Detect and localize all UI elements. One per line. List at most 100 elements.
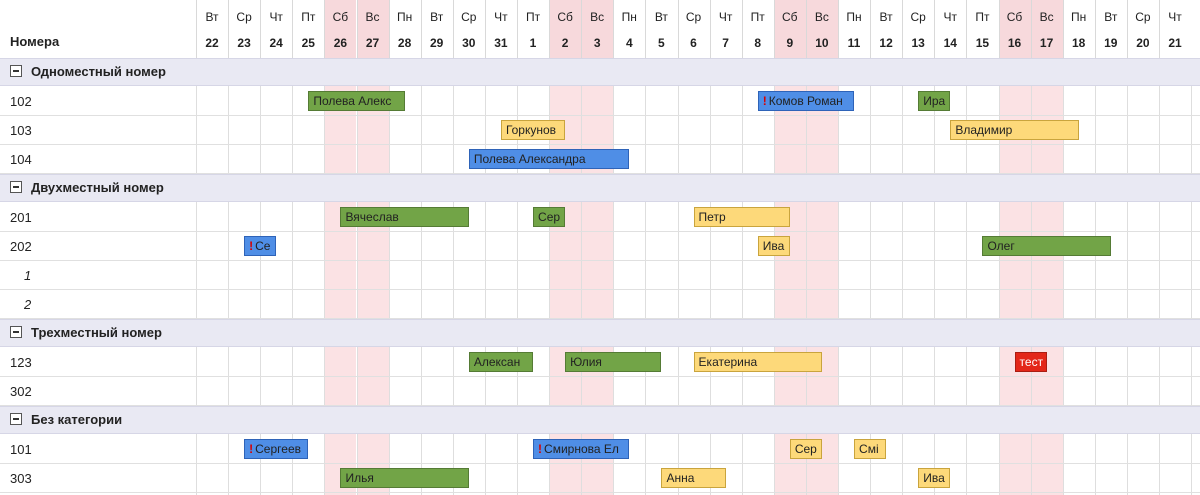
- day-column-header: [677, 0, 710, 58]
- column-divider: [292, 58, 294, 495]
- booking-bar[interactable]: Илья: [340, 468, 469, 488]
- room-category-header[interactable]: Двухместный номер: [0, 174, 1200, 202]
- column-divider: [388, 58, 390, 495]
- room-row[interactable]: 201: [0, 203, 1200, 232]
- day-number-label: 29: [430, 36, 444, 50]
- booking-bar[interactable]: Полева Александра: [468, 149, 630, 169]
- day-column-header: [452, 0, 485, 58]
- day-column-header: [292, 0, 324, 58]
- weekday-label: Вс: [590, 10, 605, 24]
- booking-guest-name: Сергеев: [255, 442, 301, 456]
- booking-bar[interactable]: Сер: [789, 439, 822, 459]
- day-column-header: [581, 0, 614, 58]
- column-divider: [260, 58, 262, 495]
- booking-bar[interactable]: Екатерина: [693, 352, 822, 372]
- booking-bar[interactable]: ! Се: [244, 236, 277, 256]
- room-number-label: 202: [10, 239, 32, 254]
- room-number-label: 104: [10, 152, 32, 167]
- day-column-header: [517, 0, 549, 58]
- day-column-header: [324, 0, 357, 58]
- day-column-header: [196, 0, 228, 58]
- room-row[interactable]: 104: [0, 145, 1200, 174]
- column-divider: [196, 58, 197, 495]
- column-divider: [484, 58, 486, 495]
- category-label: Без категории: [31, 412, 123, 427]
- column-divider: [613, 58, 615, 495]
- collapse-toggle-icon[interactable]: [10, 413, 22, 425]
- weekday-label: Пн: [621, 10, 637, 24]
- booking-bar[interactable]: Алексан: [468, 352, 534, 372]
- room-row[interactable]: 1: [0, 261, 1200, 290]
- booking-bar[interactable]: Юлия: [565, 352, 662, 372]
- day-column-header: [228, 0, 260, 58]
- room-category-header[interactable]: Без категории: [0, 406, 1200, 434]
- collapse-toggle-icon[interactable]: [10, 65, 22, 77]
- booking-guest-name: Олег: [987, 239, 1015, 253]
- day-number-label: 21: [1168, 36, 1182, 50]
- room-category-header[interactable]: Одноместный номер: [0, 58, 1200, 86]
- booking-bar[interactable]: ! Смирнова Ел: [533, 439, 630, 459]
- room-category-header[interactable]: Трехместный номер: [0, 319, 1200, 347]
- booking-bar[interactable]: Ира: [918, 91, 951, 111]
- column-divider: [1062, 58, 1064, 495]
- booking-guest-name: Полева Алекс: [313, 94, 392, 108]
- day-number-label: 30: [462, 36, 476, 50]
- room-row[interactable]: 302: [0, 377, 1200, 406]
- collapse-toggle-icon[interactable]: [10, 181, 22, 193]
- day-number-label: 25: [301, 36, 315, 50]
- room-row[interactable]: 123: [0, 348, 1200, 377]
- booking-bar[interactable]: ! Комов Роман: [757, 91, 855, 111]
- booking-bar[interactable]: Полева Алекс: [308, 91, 405, 111]
- booking-guest-name: Се: [255, 239, 271, 253]
- day-number-label: 4: [625, 36, 633, 50]
- day-number-label: 9: [786, 36, 794, 50]
- booking-bar[interactable]: тест: [1014, 352, 1047, 372]
- column-divider: [677, 58, 679, 495]
- column-divider: [228, 58, 230, 495]
- room-row[interactable]: 2: [0, 290, 1200, 319]
- collapse-toggle-icon[interactable]: [10, 326, 22, 338]
- warning-flag-icon: !: [249, 239, 254, 253]
- warning-flag-icon: !: [538, 442, 543, 456]
- day-number-label: 18: [1072, 36, 1086, 50]
- room-row[interactable]: 102: [0, 87, 1200, 116]
- booking-bar[interactable]: Владимир: [950, 120, 1079, 140]
- room-row[interactable]: 303: [0, 464, 1200, 493]
- booking-guest-name: Анна: [666, 471, 695, 485]
- room-row[interactable]: 101: [0, 435, 1200, 464]
- booking-bar[interactable]: Олег: [982, 236, 1111, 256]
- day-number-label: 26: [333, 36, 348, 50]
- day-number-label: 2: [561, 36, 569, 50]
- booking-guest-name: Ива: [923, 471, 945, 485]
- room-row[interactable]: 202: [0, 232, 1200, 261]
- day-number-label: 28: [397, 36, 412, 50]
- booking-bar[interactable]: Смі: [854, 439, 887, 459]
- weekday-label: Ср: [685, 10, 702, 24]
- booking-guest-name: Комов Роман: [768, 94, 843, 108]
- day-number-label: 19: [1104, 36, 1118, 50]
- booking-bar[interactable]: Горкунов: [500, 120, 566, 140]
- weekday-label: Пн: [1071, 10, 1087, 24]
- booking-guest-name: Горкунов: [505, 123, 557, 137]
- warning-flag-icon: !: [762, 94, 767, 108]
- booking-bar[interactable]: Петр: [693, 207, 790, 227]
- column-divider: [741, 58, 743, 495]
- booking-bar[interactable]: ! Сергеев: [244, 439, 309, 459]
- booking-bar[interactable]: Ива: [918, 468, 951, 488]
- booking-bar[interactable]: Сер: [533, 207, 566, 227]
- room-row[interactable]: 103: [0, 116, 1200, 145]
- column-divider: [1126, 58, 1128, 495]
- column-divider: [934, 58, 936, 495]
- booking-guest-name: Петр: [698, 210, 726, 224]
- weekday-label: Пт: [301, 10, 316, 24]
- weekday-label: Вт: [430, 10, 444, 24]
- booking-bar[interactable]: Ива: [757, 236, 790, 256]
- booking-bar[interactable]: Вячеслав: [340, 207, 469, 227]
- booking-guest-name: Алексан: [473, 355, 521, 369]
- day-number-label: 17: [1039, 36, 1054, 50]
- booking-guest-name: Ива: [762, 239, 785, 253]
- day-column-header: [741, 0, 774, 58]
- booking-bar[interactable]: Анна: [661, 468, 726, 488]
- day-column-header: [805, 0, 838, 58]
- column-divider: [324, 58, 326, 495]
